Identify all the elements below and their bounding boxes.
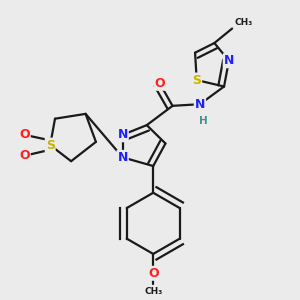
Text: N: N [117,128,128,141]
Text: N: N [195,98,205,111]
Text: N: N [117,151,128,164]
Text: O: O [19,149,30,162]
Text: N: N [224,54,234,67]
Text: CH₃: CH₃ [144,287,162,296]
Text: S: S [46,139,55,152]
Text: O: O [148,267,158,280]
Text: O: O [154,77,165,90]
Text: S: S [192,74,201,87]
Text: H: H [199,116,208,126]
Text: CH₃: CH₃ [235,18,253,27]
Text: O: O [19,128,30,141]
